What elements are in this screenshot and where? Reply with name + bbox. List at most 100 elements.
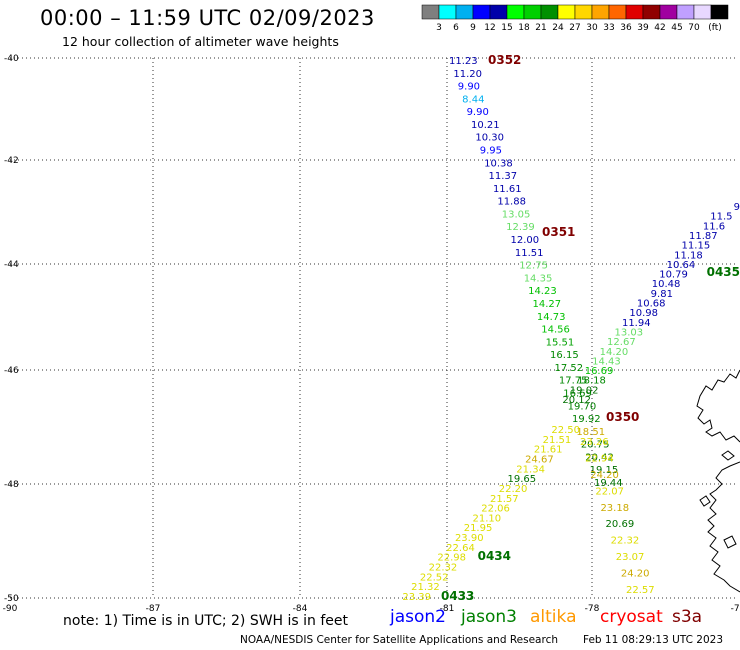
colorbar-swatch bbox=[455, 4, 474, 20]
wave-height-label: 14.43 bbox=[592, 356, 621, 367]
map-title: 00:00 – 11:59 UTC 02/09/2023 bbox=[40, 6, 375, 30]
longitude-label: -75 bbox=[731, 604, 740, 614]
legend-jason3: jason3 bbox=[461, 607, 517, 627]
longitude-label: -78 bbox=[585, 604, 600, 614]
credit-line: NOAA/NESDIS Center for Satellite Applica… bbox=[240, 634, 558, 646]
wave-height-label: 18.18 bbox=[577, 376, 606, 387]
pass-0434: 22.5021.5121.6124.6721.3419.6522.2021.57… bbox=[402, 425, 580, 603]
latitude-label: -48 bbox=[4, 480, 19, 490]
wave-height-label: 20.75 bbox=[581, 440, 610, 451]
chile-coastline bbox=[696, 369, 740, 443]
wave-height-label: 10.79 bbox=[659, 270, 688, 281]
wave-height-label: 9.81 bbox=[651, 289, 673, 300]
wave-height-label: 10.38 bbox=[484, 158, 513, 169]
colorbar-tick-label: 9 bbox=[470, 23, 476, 33]
colorbar-tick-label: 12 bbox=[484, 23, 495, 33]
colorbar-tick-label: 15 bbox=[501, 23, 512, 33]
wave-height-label: 24.20 bbox=[621, 569, 650, 580]
pass-time-label: 0435 bbox=[707, 265, 740, 279]
wave-height-label: 18.51 bbox=[576, 427, 605, 438]
wave-height-label: 21.57 bbox=[490, 494, 519, 505]
colorbar-swatch bbox=[591, 4, 610, 20]
colorbar-swatch bbox=[523, 4, 542, 20]
colorbar-swatch bbox=[574, 4, 593, 20]
wave-height-label: 10.48 bbox=[652, 279, 681, 290]
wave-height-label: 24.67 bbox=[525, 454, 554, 465]
wave-height-label: 22.52 bbox=[420, 572, 449, 583]
wave-height-label: 11.18 bbox=[674, 250, 703, 261]
wave-height-label: 9.95 bbox=[480, 146, 502, 157]
pass-0351: 0351 bbox=[542, 225, 575, 239]
colorbar-swatch bbox=[659, 4, 678, 20]
legend-jason2: jason2 bbox=[390, 607, 446, 627]
colorbar-swatch bbox=[557, 4, 576, 20]
pass-time-label: 0434 bbox=[478, 549, 511, 563]
wave-height-label: 11.6 bbox=[703, 221, 725, 232]
latitude-label: -50 bbox=[4, 594, 19, 604]
wave-height-label: 14.23 bbox=[528, 286, 557, 297]
wave-height-label: 22.94 bbox=[585, 453, 614, 464]
colorbar-swatch bbox=[710, 4, 729, 20]
colorbar-tick-label: 21 bbox=[535, 23, 546, 33]
wave-height-label: 23.07 bbox=[616, 552, 645, 563]
colorbar-swatch bbox=[472, 4, 491, 20]
colorbar-tick-label: 36 bbox=[620, 23, 632, 33]
wave-height-label: 13.05 bbox=[502, 209, 531, 220]
wave-height-label: 14.73 bbox=[537, 312, 566, 323]
wave-height-label: 21.10 bbox=[472, 513, 501, 524]
wave-height-label: 21.61 bbox=[534, 445, 563, 456]
wave-height-label: 21.32 bbox=[411, 582, 440, 593]
colorbar-swatch bbox=[625, 4, 644, 20]
colorbar-tick-label: 24 bbox=[552, 23, 564, 33]
wave-height-label: 22.20 bbox=[499, 484, 528, 495]
wave-height-label: 14.56 bbox=[541, 325, 570, 336]
wave-height-label: 19.02 bbox=[570, 385, 599, 396]
lat-lon-grid: -40 -42 -44 -46 -48 -50-90 -87 -84 -81 -78 -75 bbox=[3, 54, 740, 614]
units-note: note: 1) Time is in UTC; 2) SWH is in fe… bbox=[63, 613, 349, 629]
colorbar-legend: 3 6 9 12 15 18 21 24 27 30 33 36 39 42 45 70 (ft) bbox=[421, 4, 729, 33]
legend-altika: altika bbox=[530, 607, 577, 627]
wave-height-label: 10.98 bbox=[629, 308, 658, 319]
longitude-label: -90 bbox=[3, 604, 18, 614]
wave-height-label: 11.94 bbox=[622, 318, 651, 329]
wave-height-label: 11.20 bbox=[453, 69, 482, 80]
legend-s3a: s3a bbox=[672, 607, 703, 627]
wave-height-label: 19.92 bbox=[572, 414, 601, 425]
wave-height-label: 20.42 bbox=[585, 452, 614, 463]
pass-time-label: 0352 bbox=[488, 53, 521, 67]
longitude-label: -84 bbox=[293, 604, 308, 614]
wave-height-label: 11.15 bbox=[682, 241, 711, 252]
map-subtitle: 12 hour collection of altimeter wave hei… bbox=[62, 34, 339, 49]
wave-height-label: 12.75 bbox=[519, 261, 548, 272]
latitude-label: -40 bbox=[4, 54, 19, 64]
wave-height-label: 9 bbox=[734, 202, 740, 213]
pass-0435: 911.511.611.8711.1511.1810.6410.7910.489… bbox=[562, 202, 740, 406]
wave-height-label: 9.90 bbox=[467, 107, 489, 118]
colorbar-swatch bbox=[676, 4, 695, 20]
pass-time-label: 0351 bbox=[542, 225, 575, 239]
pass-0433: 0433 bbox=[441, 589, 474, 603]
wave-height-label: 19.15 bbox=[590, 465, 619, 476]
wave-height-label: 23.39 bbox=[402, 592, 431, 603]
wave-height-label: 16.15 bbox=[550, 350, 579, 361]
colorbar-swatch bbox=[540, 4, 559, 20]
wave-height-label: 22.64 bbox=[446, 543, 475, 554]
coastline bbox=[696, 369, 740, 593]
wave-height-label: 20.69 bbox=[606, 519, 635, 530]
colorbar-swatch bbox=[421, 4, 440, 20]
wave-height-label: 10.68 bbox=[637, 299, 666, 310]
island-3 bbox=[723, 535, 737, 549]
island-1 bbox=[721, 450, 735, 461]
longitude-label: -81 bbox=[440, 604, 455, 614]
wave-height-label: 22.06 bbox=[481, 504, 510, 515]
pass-0352: 11.2311.209.908.449.9010.2110.309.9510.3… bbox=[449, 53, 623, 489]
wave-height-label: 12.00 bbox=[511, 235, 540, 246]
longitude-label: -87 bbox=[146, 604, 161, 614]
wave-height-label: 22.98 bbox=[437, 553, 466, 564]
wave-height-label: 10.30 bbox=[475, 133, 504, 144]
wave-height-label: 11.88 bbox=[497, 197, 526, 208]
colorbar-tick-label: 3 bbox=[436, 23, 442, 33]
wave-height-label: 12.39 bbox=[506, 222, 535, 233]
pass-time-label: 0350 bbox=[606, 410, 639, 424]
colorbar-tick-label: 30 bbox=[586, 23, 598, 33]
